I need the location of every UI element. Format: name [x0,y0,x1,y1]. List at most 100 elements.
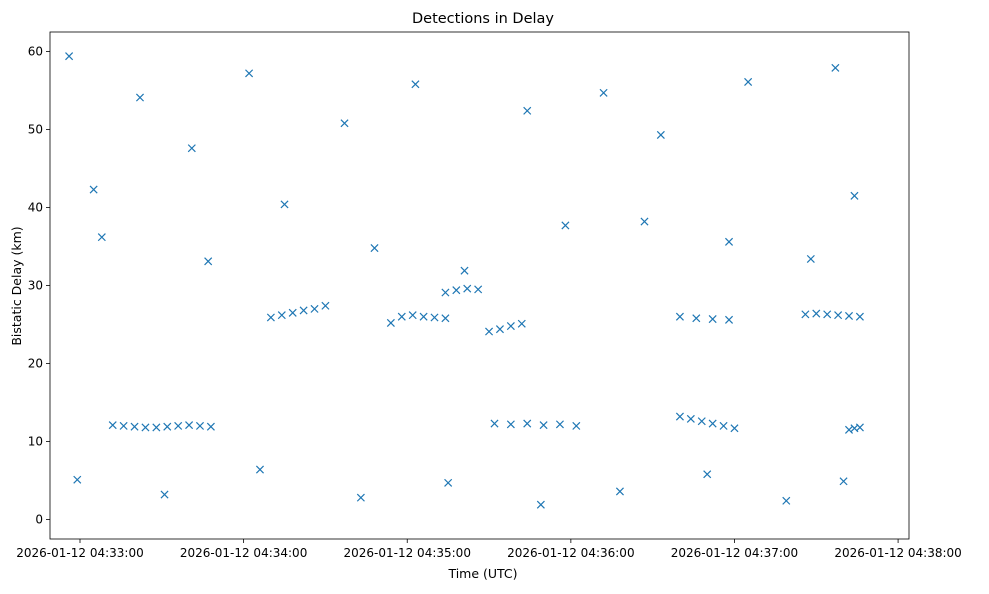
data-point [185,421,194,430]
data-point [135,93,145,102]
x-tick-label: 2026-01-12 04:34:00 [180,546,307,560]
data-point [245,69,254,78]
data-point [850,191,859,200]
data-point [408,311,417,320]
data-point [141,423,150,432]
data-point [463,284,472,293]
data-point [708,419,717,428]
data-point [675,312,684,321]
data-point [310,304,319,313]
data-point [572,421,581,430]
data-point [831,63,840,72]
plot-frame [49,31,910,540]
x-tick-label: 2026-01-12 04:33:00 [16,546,143,560]
y-tick-label: 10 [28,435,43,449]
data-point [187,144,196,153]
data-point [523,106,532,115]
data-point [692,314,701,323]
data-point [812,309,821,318]
data-point [441,288,450,297]
data-point [441,314,450,323]
data-point [539,421,548,430]
data-point [321,301,330,310]
data-point [801,310,810,319]
data-point [855,423,864,432]
x-tick-label: 2026-01-12 04:38:00 [834,546,961,560]
x-tick-label: 2026-01-12 04:37:00 [671,546,798,560]
data-point [561,221,570,230]
data-point [517,319,526,328]
data-point [599,88,608,97]
data-point [356,493,365,502]
data-point [266,313,275,322]
data-point [834,311,843,320]
data-point [452,286,461,295]
data-point [65,52,74,61]
data-point [419,312,428,321]
data-point [108,421,117,430]
data-point [855,312,864,321]
data-point [386,318,395,327]
data-point [206,422,215,431]
data-point [823,310,832,319]
data-point [675,412,684,421]
data-point [411,80,420,89]
data-point [782,496,791,505]
y-tick-label: 40 [28,201,43,215]
data-point [73,475,82,484]
data-point [708,315,717,324]
data-point [844,425,854,434]
data-point [474,285,483,294]
data-point [444,478,453,487]
data-point [430,313,439,322]
data-point [152,423,161,432]
data-point [697,417,706,426]
data-point [299,306,308,315]
y-axis-label: Bistatic Delay (km) [9,226,24,345]
x-tick-label: 2026-01-12 04:35:00 [344,546,471,560]
data-point [536,500,545,509]
axes-layer: 0 10 20 30 40 50 60 2026-01-12 04:33:00 2026-01-… [16,31,962,560]
chart-title: Detections in Delay [412,11,554,27]
data-point [839,477,848,486]
y-tick-label: 30 [28,279,43,293]
data-point [130,422,139,431]
data-point [460,266,469,275]
data-point [686,414,695,423]
data-point [615,487,624,496]
data-point [806,254,815,264]
data-point [703,470,712,479]
data-point [730,424,739,433]
data-point [195,421,205,430]
data-point [724,237,734,246]
data-point [724,315,734,324]
data-point [204,257,213,266]
data-point [485,327,494,336]
y-tick-label: 50 [28,123,43,137]
data-point [744,77,753,86]
data-point [523,419,532,428]
x-axis-label: Time (UTC) [447,566,517,581]
data-point [97,233,106,242]
y-tick-label: 60 [28,45,43,59]
data-point [174,421,183,430]
data-point [656,130,665,139]
data-point [255,465,265,474]
data-point [640,217,649,226]
data-point [506,322,515,331]
data-point [277,311,286,320]
data-point [490,419,499,428]
data-point [280,200,289,209]
data-point [288,308,297,317]
data-point [119,421,128,430]
data-point [719,421,728,430]
data-point [163,422,172,431]
data-point [160,490,169,499]
data-point [397,312,406,321]
data-point [340,119,349,128]
y-tick-label: 20 [28,357,43,371]
data-point [555,420,564,429]
y-tick-label: 0 [35,513,43,527]
